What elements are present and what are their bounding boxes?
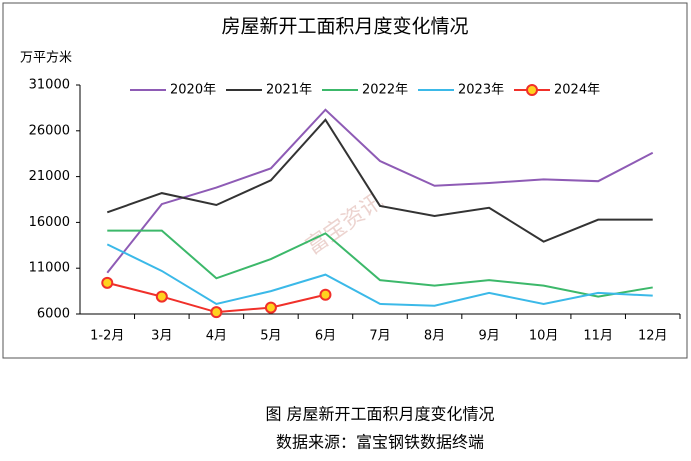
- legend-label: 2022年: [362, 83, 408, 98]
- series-line: [106, 118, 653, 243]
- point: [101, 276, 114, 289]
- x-tick-label: 9月: [478, 329, 499, 344]
- point: [319, 288, 332, 301]
- x-tick-label: 10月: [529, 329, 559, 344]
- y-tick-label: 16000: [29, 215, 70, 230]
- y-tick-label: 11000: [29, 261, 70, 276]
- x-tick-label: 7月: [369, 329, 390, 344]
- legend-label: 2021年: [266, 83, 312, 98]
- x-tick-label: 4月: [206, 329, 227, 344]
- series-line: [107, 229, 653, 298]
- point: [264, 301, 277, 314]
- point: [155, 290, 168, 303]
- legend-label: 2023年: [458, 83, 504, 98]
- x-tick-label: 8月: [424, 329, 445, 344]
- x-tick-label: 3月: [151, 329, 172, 344]
- legend-label: 2020年: [170, 83, 216, 98]
- point: [210, 306, 223, 319]
- legend-label: 2024年: [554, 83, 600, 98]
- chart-title: 房屋新开工面积月度变化情况: [221, 16, 468, 38]
- caption: 图 房屋新开工面积月度变化情况: [265, 405, 494, 424]
- x-tick-label: 11月: [583, 329, 613, 344]
- y-tick-label: 26000: [29, 123, 70, 138]
- x-tick-label: 12月: [638, 329, 668, 344]
- legend-marker: [526, 84, 538, 96]
- y-tick-label: 6000: [37, 307, 70, 322]
- y-tick-label: 31000: [29, 78, 70, 93]
- y-tick-label: 21000: [29, 169, 70, 184]
- series-line: [106, 108, 654, 274]
- x-tick-label: 6月: [315, 329, 336, 344]
- y-axis-label: 万平方米: [20, 50, 72, 66]
- x-tick-label: 1-2月: [90, 329, 124, 344]
- series-line: [106, 243, 653, 307]
- caption: 数据来源：富宝钢铁数据终端: [276, 433, 484, 452]
- x-tick-label: 5月: [260, 329, 281, 344]
